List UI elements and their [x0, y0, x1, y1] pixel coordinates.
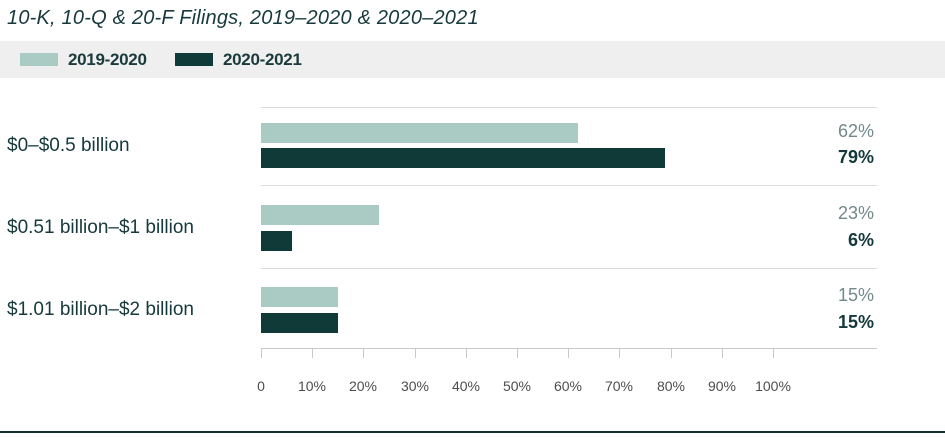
bar-2020-2021 [261, 231, 292, 251]
bar-2020-2021 [261, 313, 338, 333]
x-axis-line [261, 348, 877, 349]
category-label: $1.01 billion–$2 billion [7, 299, 194, 320]
x-axis-tick-mark [261, 348, 262, 358]
value-label-2019-2020: 62% [837, 121, 874, 141]
legend-label-2020-2021: 2020-2021 [223, 49, 302, 69]
x-axis-tick-label: 80% [656, 378, 686, 394]
row-separator-gridline [261, 268, 877, 269]
x-axis-tick-label: 10% [297, 378, 327, 394]
x-axis-tick-label: 30% [400, 378, 430, 394]
x-axis-tick-mark [568, 348, 569, 358]
x-axis-tick-label: 40% [451, 378, 481, 394]
x-axis-tick-mark [773, 348, 774, 358]
x-axis-tick-mark [415, 348, 416, 358]
x-axis-tick-label: 100% [755, 378, 791, 394]
x-axis: 0 10% 20% 30% 40% 50% 60% 70% 80% 90% 100% [257, 348, 877, 394]
x-axis-tick-label: 90% [707, 378, 737, 394]
value-label-2019-2020: 23% [837, 203, 874, 223]
legend-swatch-2020-2021 [175, 53, 213, 66]
bar-2020-2021 [261, 148, 665, 168]
value-label-2020-2021: 15% [837, 312, 874, 332]
value-label-2019-2020: 15% [837, 285, 874, 305]
x-axis-tick-label: 50% [502, 378, 532, 394]
x-axis-tick-mark [619, 348, 620, 358]
legend-item-2019-2020: 2019-2020 [20, 41, 147, 78]
legend: 2019-2020 2020-2021 [0, 41, 945, 78]
x-axis-tick-label: 20% [348, 378, 378, 394]
bottom-rule [0, 431, 945, 433]
legend-item-2020-2021: 2020-2021 [175, 41, 302, 78]
bar-2019-2020 [261, 123, 578, 143]
x-axis-tick-label: 70% [604, 378, 634, 394]
value-label-2020-2021: 79% [837, 147, 874, 167]
legend-label-2019-2020: 2019-2020 [68, 49, 147, 69]
category-label: $0–$0.5 billion [7, 135, 130, 156]
x-axis-tick-mark [671, 348, 672, 358]
chart-title: 10-K, 10-Q & 20-F Filings, 2019–2020 & 2… [7, 7, 479, 29]
bar-2019-2020 [261, 287, 338, 307]
category-label: $0.51 billion–$1 billion [7, 217, 194, 238]
x-axis-tick-mark [722, 348, 723, 358]
x-axis-tick-mark [517, 348, 518, 358]
row-separator-gridline [261, 107, 877, 108]
value-label-2020-2021: 6% [847, 230, 874, 250]
row-separator-gridline [261, 185, 877, 186]
legend-swatch-2019-2020 [20, 53, 58, 66]
x-axis-tick-label: 0 [257, 378, 265, 394]
x-axis-tick-mark [363, 348, 364, 358]
bar-2019-2020 [261, 205, 379, 225]
x-axis-tick-mark [466, 348, 467, 358]
x-axis-tick-mark [312, 348, 313, 358]
x-axis-tick-label: 60% [553, 378, 583, 394]
